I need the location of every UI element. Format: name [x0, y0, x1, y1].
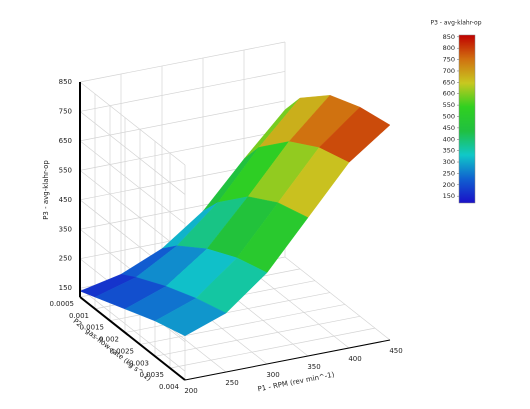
grid-line: [139, 304, 346, 345]
grid-line: [154, 315, 361, 357]
z-tick-label: 850: [59, 78, 72, 86]
y-tick-label: 0.0005: [50, 300, 75, 308]
grid-line: [169, 327, 376, 369]
x-tick-label: 350: [307, 363, 320, 371]
grid-line: [79, 130, 286, 171]
y-tick-label: 0.002: [99, 336, 119, 344]
colorbar-tick-label: 800: [443, 44, 455, 52]
colorbar-tick-label: 650: [443, 78, 455, 86]
y-tick-label: 0.0015: [80, 324, 105, 332]
z-tick-label: 150: [59, 284, 72, 292]
colorbar-tick-label: 500: [443, 112, 455, 120]
y-tick-label: 0.0025: [110, 347, 135, 355]
colorbar-tick-label: 700: [443, 67, 455, 75]
grid-line: [79, 100, 286, 142]
colorbar: [458, 34, 476, 204]
z-tick-label: 450: [59, 196, 72, 204]
grid-line: [243, 264, 350, 349]
colorbar-tick-label: 750: [443, 56, 455, 64]
y-axis: [79, 296, 186, 381]
surface-patch: [154, 297, 227, 337]
z-tick-label: 350: [59, 225, 72, 233]
y-tick-label: 0.0035: [140, 371, 165, 379]
x-tick-label: 250: [225, 379, 238, 387]
colorbar-tick-label: 400: [443, 135, 455, 143]
colorbar-tick-label: 350: [443, 147, 455, 155]
y-tick-label: 0.004: [159, 383, 180, 391]
grid-line: [79, 81, 186, 166]
grid-line: [79, 287, 186, 372]
x-axis: [184, 339, 391, 381]
colorbar-tick-label: 850: [443, 33, 455, 41]
z-axis-label: P3 - avg-klahr-op: [42, 160, 50, 220]
colorbar-tick-label: 250: [443, 169, 455, 177]
colorbar-tick-label: 600: [443, 90, 455, 98]
z-tick-label: 550: [59, 166, 72, 174]
x-tick-label: 450: [389, 347, 402, 355]
x-tick-label: 300: [266, 371, 279, 379]
colorbar-tick-label: 150: [443, 192, 455, 200]
z-tick-label: 750: [59, 107, 72, 115]
y-axis-label: P2 - gas-flow-rate (kg s^-1): [71, 317, 152, 383]
y-tick-label: 0.003: [129, 359, 149, 367]
grid-line: [284, 256, 391, 341]
colorbar-tick-label: 550: [443, 101, 455, 109]
colorbar-tick-label: 300: [443, 158, 455, 166]
grid-line: [79, 41, 286, 83]
grid-line: [79, 170, 186, 254]
y-tick-label: 0.001: [69, 312, 89, 320]
grid-line: [79, 140, 186, 225]
colorbar-title: P3 - avg-klahr-op: [430, 20, 481, 27]
z-tick-label: 250: [59, 255, 72, 263]
x-tick-label: 200: [184, 387, 197, 395]
colorbar-tick-label: 450: [443, 124, 455, 132]
z-tick-label: 650: [59, 137, 72, 145]
x-tick-label: 400: [348, 355, 361, 363]
colorbar-tick-label: 200: [443, 181, 455, 189]
grid-line: [79, 71, 286, 112]
grid-line: [124, 292, 331, 333]
grid-line: [79, 111, 186, 195]
